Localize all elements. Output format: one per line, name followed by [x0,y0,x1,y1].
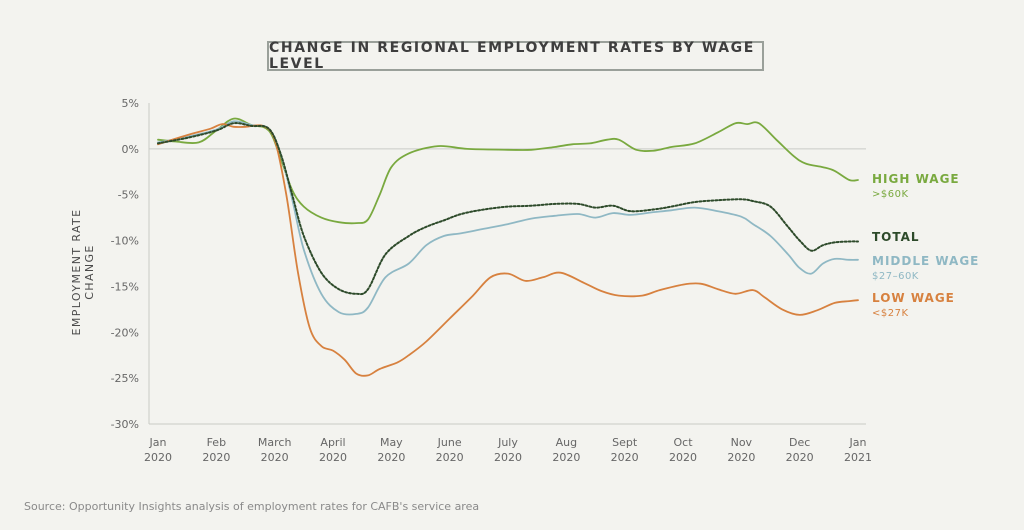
chart-title-box: CHANGE IN REGIONAL EMPLOYMENT RATES BY W… [267,40,764,72]
y-tick-label: -20% [111,326,139,339]
y-tick-label: -30% [111,418,139,431]
x-tick-year-label: 2020 [261,451,289,464]
x-tick-year-label: 2020 [786,451,814,464]
x-tick-label: April [320,436,345,449]
x-tick-label: Jan [149,436,167,449]
x-tick-label: Sept [612,436,638,449]
x-tick-year-label: 2020 [494,451,522,464]
series-line-total [157,122,859,296]
x-tick-label: June [437,436,462,449]
series-label-low-wage: LOW WAGE [872,291,955,305]
x-tick-label: Nov [731,436,753,449]
chart-title: CHANGE IN REGIONAL EMPLOYMENT RATES BY W… [269,40,755,72]
x-tick-label: Oct [673,436,693,449]
x-tick-label: Aug [556,436,577,449]
series-sublabel-low-wage: <$27K [872,308,909,319]
x-tick-year-label: 2020 [144,451,172,464]
x-tick-year-label: 2020 [202,451,230,464]
y-tick-label: 5% [122,97,139,110]
x-tick-year-label: 2020 [436,451,464,464]
series-label-total: TOTAL [872,230,920,244]
y-tick-label: -5% [118,189,139,202]
x-tick-year-label: 2020 [727,451,755,464]
x-tick-year-label: 2020 [669,451,697,464]
x-tick-year-label: 2020 [552,451,580,464]
x-tick-label: May [380,436,403,449]
y-tick-label: -25% [111,372,139,385]
series-sublabel-high-wage: >$60K [872,189,909,200]
series-line-low-wage [157,123,859,377]
x-tick-year-label: 2020 [611,451,639,464]
x-tick-year-label: 2020 [319,451,347,464]
series-sublabel-middle-wage: $27–60K [872,271,919,282]
source-note: Source: Opportunity Insights analysis of… [24,500,480,513]
series-label-middle-wage: MIDDLE WAGE [872,254,979,268]
x-tick-label: March [258,436,292,449]
x-tick-year-label: 2020 [377,451,405,464]
x-tick-year-label: 2021 [844,451,872,464]
x-tick-label: Feb [207,436,226,449]
x-tick-label: July [497,436,518,449]
y-tick-label: -10% [111,235,139,248]
y-tick-label: -15% [111,280,139,293]
series-label-high-wage: HIGH WAGE [872,172,960,186]
y-tick-label: 0% [122,143,139,156]
x-tick-label: Dec [789,436,810,449]
x-tick-label: Jan [849,436,867,449]
